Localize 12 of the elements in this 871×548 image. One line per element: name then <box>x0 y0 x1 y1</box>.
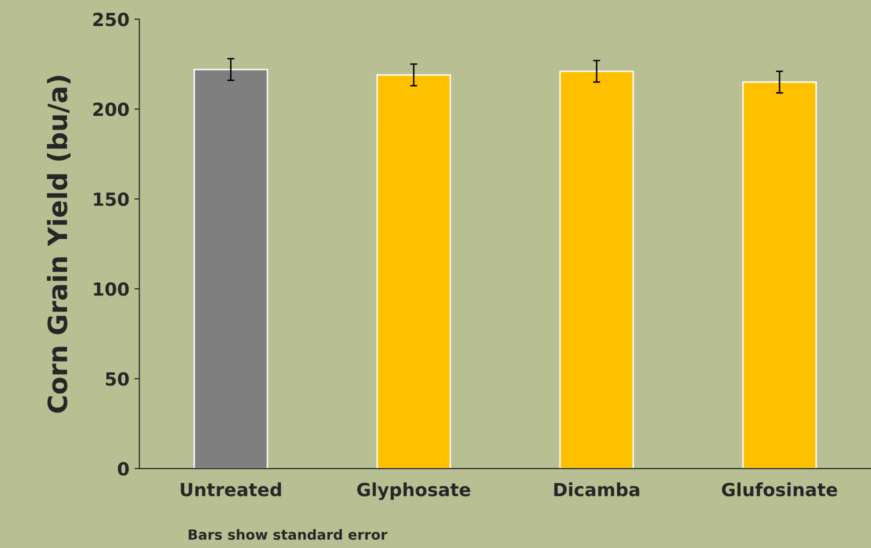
y-tick-label: 50 <box>106 372 129 386</box>
x-tick-label: Glyphosate <box>357 482 470 500</box>
y-tick-label: 0 <box>118 462 129 476</box>
x-tick-label: Glufosinate <box>722 482 838 496</box>
y-tick-label: 150 <box>94 192 129 206</box>
y-tick-label: 200 <box>93 102 129 116</box>
y-tick-label: 100 <box>94 282 129 296</box>
x-tick-label: Untreated <box>180 482 281 496</box>
y-axis-title: Corn Grain Yield (bu/a) <box>46 76 70 413</box>
text: Bars show standard error <box>188 529 388 540</box>
y-tick-label: 250 <box>93 12 129 26</box>
x-tick-label: Dicamba <box>554 482 640 496</box>
